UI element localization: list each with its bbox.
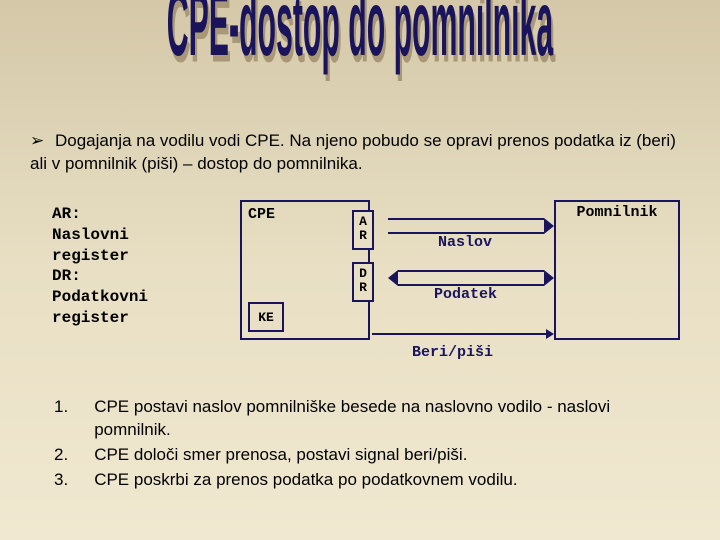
data-bus: Podatek [388,270,554,286]
dr-desc-1: Podatkovni [52,287,148,308]
dr-register-box: DR [352,262,374,302]
ar-desc-2: register [52,246,148,267]
step-number: 2. [54,444,92,467]
arrow-right-icon [544,218,554,234]
cpe-box: CPE KE AR DR [240,200,370,340]
step-text: CPE poskrbi za prenos podatka po podatko… [94,469,678,492]
page-title: CPE-dostop do pomnilnika [167,0,553,77]
control-bus-label: Beri/piši [412,344,493,361]
step-number: 1. [54,396,92,442]
ke-box: KE [248,302,284,332]
bullet-marker-icon: ➢ [30,131,44,150]
step-row: 3. CPE poskrbi za prenos podatka po poda… [54,469,678,492]
ar-desc-1: Naslovni [52,225,148,246]
address-bus: Naslov [388,218,554,234]
dr-desc-2: register [52,308,148,329]
arrow-right-icon [544,270,554,286]
memory-box: Pomnilnik [554,200,680,340]
cpe-memory-diagram: CPE KE AR DR Pomnilnik Naslov Podatek Be… [240,200,680,370]
register-definitions: AR: Naslovni register DR: Podatkovni reg… [52,204,148,329]
step-text: CPE postavi naslov pomnilniške besede na… [94,396,678,442]
ar-label: AR: [52,204,148,225]
address-bus-label: Naslov [438,234,492,251]
bullet-text: Dogajanja na vodilu vodi CPE. Na njeno p… [30,131,676,173]
step-text: CPE določi smer prenosa, postavi signal … [94,444,678,467]
steps-list: 1. CPE postavi naslov pomnilniške besede… [52,394,680,494]
step-row: 1. CPE postavi naslov pomnilniške besede… [54,396,678,442]
cpe-label: CPE [248,206,275,223]
step-row: 2. CPE določi smer prenosa, postavi sign… [54,444,678,467]
data-bus-label: Podatek [434,286,497,303]
arrow-right-icon [546,329,554,339]
step-number: 3. [54,469,92,492]
bullet-paragraph: ➢ Dogajanja na vodilu vodi CPE. Na njeno… [30,130,690,176]
control-bus: Beri/piši [372,326,554,342]
arrow-left-icon [388,270,398,286]
dr-label: DR: [52,266,148,287]
ar-register-box: AR [352,210,374,250]
